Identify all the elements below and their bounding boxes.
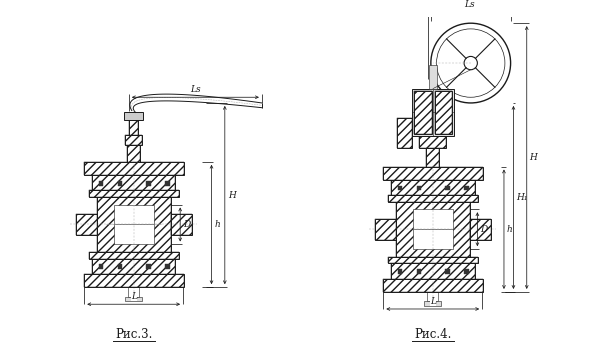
Bar — [89, 252, 179, 259]
Text: D: D — [480, 225, 487, 234]
Bar — [89, 190, 179, 197]
Text: Ls: Ls — [190, 86, 200, 94]
Bar — [129, 120, 138, 135]
Bar — [396, 202, 470, 257]
Bar — [117, 264, 122, 269]
Bar — [89, 252, 179, 259]
Bar — [384, 166, 483, 180]
Bar — [384, 166, 483, 180]
Bar — [388, 257, 479, 263]
Bar — [396, 202, 470, 257]
Bar — [97, 197, 171, 252]
Bar — [464, 269, 469, 274]
Bar — [384, 279, 483, 292]
Bar — [92, 259, 176, 274]
Bar — [470, 219, 490, 240]
Bar — [117, 181, 122, 186]
Bar — [424, 301, 441, 306]
Bar — [419, 136, 446, 148]
Bar — [445, 186, 450, 190]
Bar — [84, 274, 184, 287]
Circle shape — [464, 56, 477, 70]
Bar — [388, 257, 479, 263]
Bar — [417, 186, 422, 190]
Bar — [391, 263, 474, 279]
Bar — [92, 259, 176, 274]
Bar — [97, 197, 171, 252]
Bar — [391, 263, 474, 279]
Bar — [414, 91, 432, 134]
Text: D: D — [183, 220, 190, 229]
Bar — [397, 118, 412, 148]
Bar — [125, 135, 142, 145]
Bar — [397, 118, 412, 148]
Bar — [388, 195, 479, 202]
Bar — [398, 186, 403, 190]
Bar — [127, 145, 141, 162]
Bar — [127, 145, 141, 162]
Bar — [384, 279, 483, 292]
Bar — [114, 204, 154, 245]
Bar — [124, 113, 143, 120]
Bar — [445, 269, 450, 274]
Bar — [375, 219, 396, 240]
Text: Рис.3.: Рис.3. — [115, 328, 152, 341]
Bar — [92, 175, 176, 190]
Bar — [129, 120, 138, 135]
Text: h: h — [215, 220, 220, 229]
Bar — [435, 91, 452, 134]
Bar — [171, 214, 192, 235]
Text: L: L — [430, 297, 436, 306]
Bar — [89, 190, 179, 197]
Text: Рис.4.: Рис.4. — [414, 328, 451, 341]
Bar — [125, 297, 142, 301]
Bar — [84, 162, 184, 175]
Bar — [426, 148, 439, 166]
Bar — [435, 91, 452, 134]
Bar — [76, 214, 97, 235]
Bar — [84, 162, 184, 175]
Bar — [375, 219, 396, 240]
Text: h: h — [507, 225, 512, 234]
Bar — [92, 175, 176, 190]
Bar — [417, 269, 422, 274]
Text: Ls: Ls — [464, 0, 474, 9]
Bar — [98, 264, 103, 269]
Bar — [146, 181, 151, 186]
Bar — [125, 135, 142, 145]
Text: H: H — [228, 191, 235, 200]
Bar — [414, 91, 432, 134]
Bar — [464, 186, 469, 190]
Bar — [413, 209, 452, 249]
Bar — [419, 136, 446, 148]
Text: L: L — [130, 293, 136, 301]
Text: H₁: H₁ — [517, 193, 528, 202]
Bar — [146, 264, 151, 269]
Bar — [470, 219, 490, 240]
Text: H: H — [530, 153, 537, 162]
Bar — [429, 65, 436, 89]
Bar — [76, 214, 97, 235]
Bar — [84, 274, 184, 287]
Bar — [165, 181, 170, 186]
Bar — [412, 89, 454, 136]
Bar — [426, 148, 439, 166]
Bar — [171, 214, 192, 235]
Bar — [388, 195, 479, 202]
Bar — [398, 269, 403, 274]
Bar — [165, 264, 170, 269]
Bar — [427, 292, 438, 301]
Bar — [391, 180, 474, 195]
Bar — [98, 181, 103, 186]
Bar — [391, 180, 474, 195]
Bar — [128, 287, 139, 297]
